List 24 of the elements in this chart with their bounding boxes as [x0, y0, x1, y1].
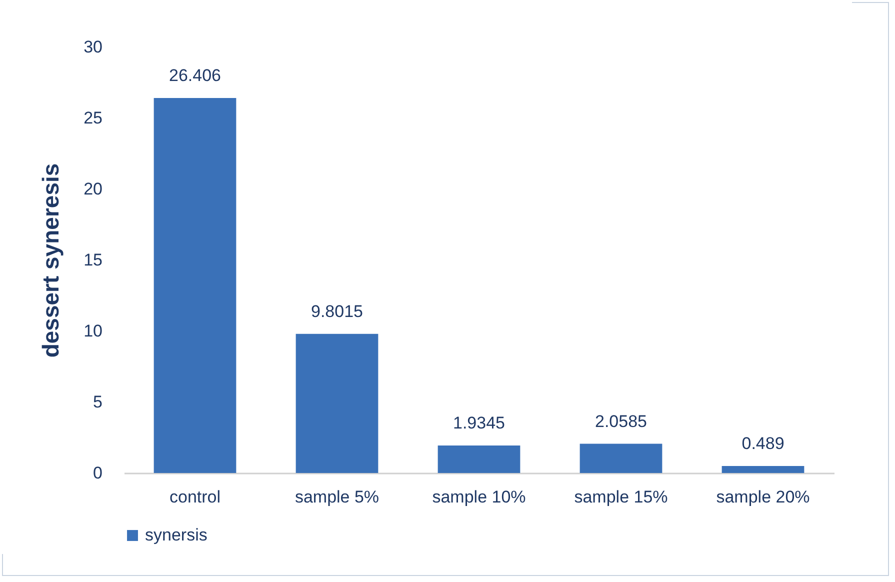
y-tick-label: 15 — [84, 250, 102, 270]
bar — [580, 444, 662, 473]
bar — [438, 446, 520, 473]
data-label: 26.406 — [169, 66, 221, 86]
y-tick-label: 25 — [84, 108, 102, 128]
y-tick-label: 5 — [93, 392, 102, 412]
bar — [296, 334, 378, 473]
bar — [154, 98, 236, 473]
data-label: 9.8015 — [311, 302, 363, 321]
x-tick-label: control — [169, 488, 221, 506]
x-tick-label: sample 10% — [432, 488, 526, 506]
x-tick-label: sample 5% — [294, 488, 380, 506]
data-label: 1.9345 — [453, 414, 505, 433]
data-label: 0.489 — [742, 434, 784, 454]
data-label: 2.0585 — [595, 412, 647, 431]
y-tick-label: 10 — [84, 322, 102, 340]
y-tick-label: 30 — [84, 38, 102, 56]
y-tick-label: 20 — [84, 180, 102, 198]
y-axis-title: dessert syneresis — [38, 163, 64, 358]
x-tick-label: sample 15% — [574, 488, 668, 506]
x-tick-label: sample 20% — [716, 488, 810, 506]
y-tick-label: 0 — [93, 464, 102, 482]
legend-label: synersis — [145, 526, 208, 544]
bar — [722, 466, 804, 473]
